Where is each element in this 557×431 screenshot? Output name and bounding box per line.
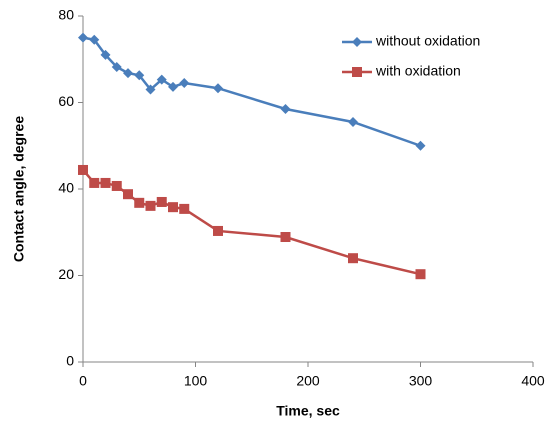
marker (78, 32, 88, 43)
y-tick-label: 40 (58, 180, 74, 196)
marker (134, 197, 145, 208)
marker (145, 84, 156, 95)
series-line (82, 169, 421, 276)
marker (415, 269, 426, 280)
marker (145, 200, 156, 211)
marker (348, 253, 358, 264)
y-tick-label: 0 (66, 353, 74, 369)
marker (179, 78, 190, 89)
marker (168, 202, 178, 213)
marker (111, 180, 122, 191)
x-tick-label: 100 (184, 373, 208, 389)
marker (415, 140, 426, 151)
marker (213, 225, 223, 236)
marker (348, 116, 358, 127)
x-tick-label: 300 (409, 373, 433, 389)
legend-label: without oxidation (375, 33, 480, 49)
marker (100, 49, 111, 60)
x-axis-label: Time, sec (276, 403, 340, 419)
marker (168, 81, 178, 92)
marker (134, 70, 145, 81)
x-tick-label: 200 (296, 373, 320, 389)
marker (89, 177, 100, 188)
y-axis-label: Contact angle, degree (11, 116, 27, 262)
legend-label: with oxidation (375, 63, 461, 79)
marker (123, 189, 133, 200)
x-tick-label: 400 (521, 373, 545, 389)
marker (280, 232, 291, 243)
marker (100, 177, 111, 188)
marker (156, 196, 167, 207)
marker (123, 68, 133, 79)
marker (179, 203, 190, 214)
x-tick-label: 0 (79, 373, 87, 389)
marker (89, 34, 100, 45)
marker (213, 83, 223, 94)
marker (156, 74, 167, 85)
y-tick-label: 80 (58, 7, 74, 23)
legend-marker (352, 67, 362, 77)
marker (78, 164, 88, 175)
marker (111, 62, 122, 73)
y-tick-label: 20 (58, 266, 74, 282)
y-tick-label: 60 (58, 93, 74, 109)
marker (280, 103, 291, 114)
series-line (82, 36, 421, 147)
legend-marker (352, 37, 362, 47)
